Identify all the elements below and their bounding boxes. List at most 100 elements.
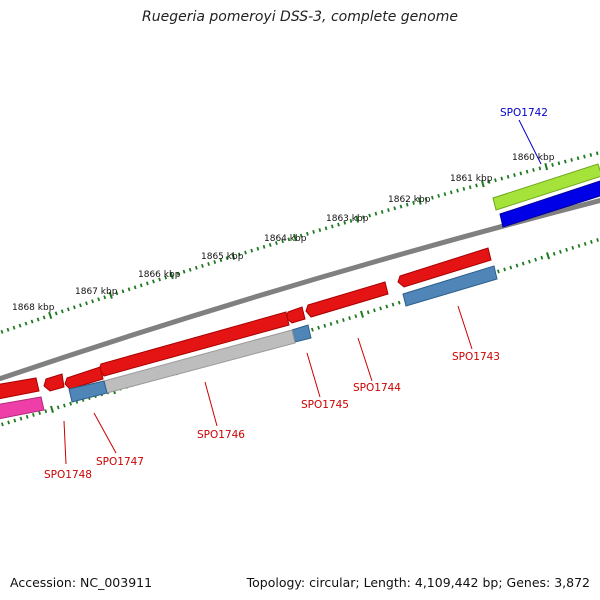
gene-spo1747[interactable] [64, 366, 104, 390]
gene-blue-left[interactable] [68, 380, 108, 403]
minor-tick [362, 215, 365, 220]
major-tick [360, 310, 364, 318]
major-tick [480, 180, 485, 188]
minor-tick [311, 327, 314, 332]
minor-tick [275, 241, 278, 246]
minor-tick [207, 262, 210, 266]
minor-tick [268, 243, 272, 247]
minor-tick [373, 308, 376, 313]
minor-tick [509, 265, 513, 270]
minor-tick [237, 252, 241, 257]
minor-tick [525, 169, 529, 174]
minor-tick [201, 263, 204, 268]
callout-spo1746 [204, 381, 218, 427]
gene-spo1745[interactable] [285, 306, 306, 324]
gene-label-spo1746: SPO1746 [197, 429, 245, 441]
minor-tick [589, 153, 593, 157]
minor-tick [500, 176, 504, 181]
minor-tick [312, 230, 315, 234]
kbp-label: 1866 kbp [138, 270, 181, 280]
gene-small-red[interactable] [43, 373, 65, 392]
minor-tick [188, 267, 192, 272]
minor-tick [213, 260, 217, 264]
minor-tick [343, 220, 347, 225]
minor-tick [540, 255, 544, 260]
minor-tick [164, 275, 168, 280]
minor-tick [42, 315, 46, 320]
minor-tick [354, 314, 358, 319]
minor-tick [538, 166, 542, 171]
kbp-label: 1867 kbp [75, 287, 118, 297]
minor-tick [393, 206, 397, 211]
major-tick [293, 233, 297, 242]
minor-tick [7, 420, 10, 425]
callout-spo1745 [306, 352, 321, 398]
minor-tick [528, 259, 531, 264]
minor-tick [552, 251, 556, 256]
minor-tick [399, 204, 403, 209]
minor-tick [145, 281, 149, 286]
minor-tick [1, 422, 4, 427]
callout-spo1744 [357, 337, 373, 382]
gene-spo1748[interactable] [0, 377, 40, 400]
minor-tick [534, 257, 537, 262]
gene-spo1743[interactable] [397, 247, 492, 288]
kbp-label: 1863 kbp [326, 214, 369, 224]
minor-tick [412, 201, 415, 205]
minor-tick [262, 244, 266, 249]
minor-tick [91, 299, 94, 304]
minor-tick [36, 317, 40, 322]
gene-magenta[interactable] [0, 396, 45, 420]
minor-tick [577, 243, 581, 248]
minor-tick [18, 323, 22, 328]
minor-tick [127, 287, 131, 292]
major-tick [544, 162, 549, 171]
accession-text: Accession: NC_003911 [10, 575, 153, 590]
minor-tick [324, 226, 328, 231]
minor-tick [385, 304, 389, 309]
minor-tick [583, 241, 587, 246]
kbp-label: 1861 kbp [450, 174, 493, 184]
minor-tick [139, 283, 143, 288]
minor-tick [551, 163, 554, 167]
minor-tick [318, 228, 322, 233]
minor-tick [366, 310, 370, 315]
gene-spo1742-navy[interactable] [499, 180, 600, 228]
kbp-label: 1868 kbp [12, 303, 55, 313]
minor-tick [60, 309, 64, 314]
minor-tick [19, 416, 23, 421]
minor-tick [219, 258, 223, 263]
minor-tick [323, 323, 327, 328]
minor-tick [337, 222, 340, 227]
minor-tick [576, 156, 580, 161]
minor-tick [330, 224, 334, 229]
callout-spo1747 [93, 412, 117, 454]
gene-spo1744[interactable] [305, 281, 389, 318]
minor-tick [24, 321, 28, 326]
genome-summary-text: Topology: circular; Length: 4,109,442 bp… [246, 575, 590, 590]
minor-tick [519, 171, 523, 176]
minor-tick [44, 409, 48, 414]
minor-tick [225, 256, 229, 261]
minor-tick [557, 161, 561, 166]
minor-tick [103, 295, 107, 300]
minor-tick [497, 269, 500, 274]
gene-label-spo1742: SPO1742 [500, 107, 548, 119]
minor-tick [559, 249, 562, 254]
minor-tick [250, 248, 254, 253]
minor-tick [329, 321, 333, 326]
minor-tick [63, 403, 66, 408]
minor-tick [424, 197, 428, 202]
gene-blue-right[interactable] [402, 265, 498, 307]
gene-lime[interactable] [492, 163, 600, 211]
major-tick [231, 252, 236, 260]
minor-tick [521, 261, 525, 266]
minor-tick [97, 297, 101, 302]
kbp-label: 1860 kbp [512, 153, 555, 163]
gene-blue-mid[interactable] [291, 324, 312, 343]
callout-spo1743 [457, 305, 473, 350]
minor-tick [244, 250, 247, 255]
minor-tick [494, 178, 497, 183]
minor-tick [115, 291, 119, 296]
